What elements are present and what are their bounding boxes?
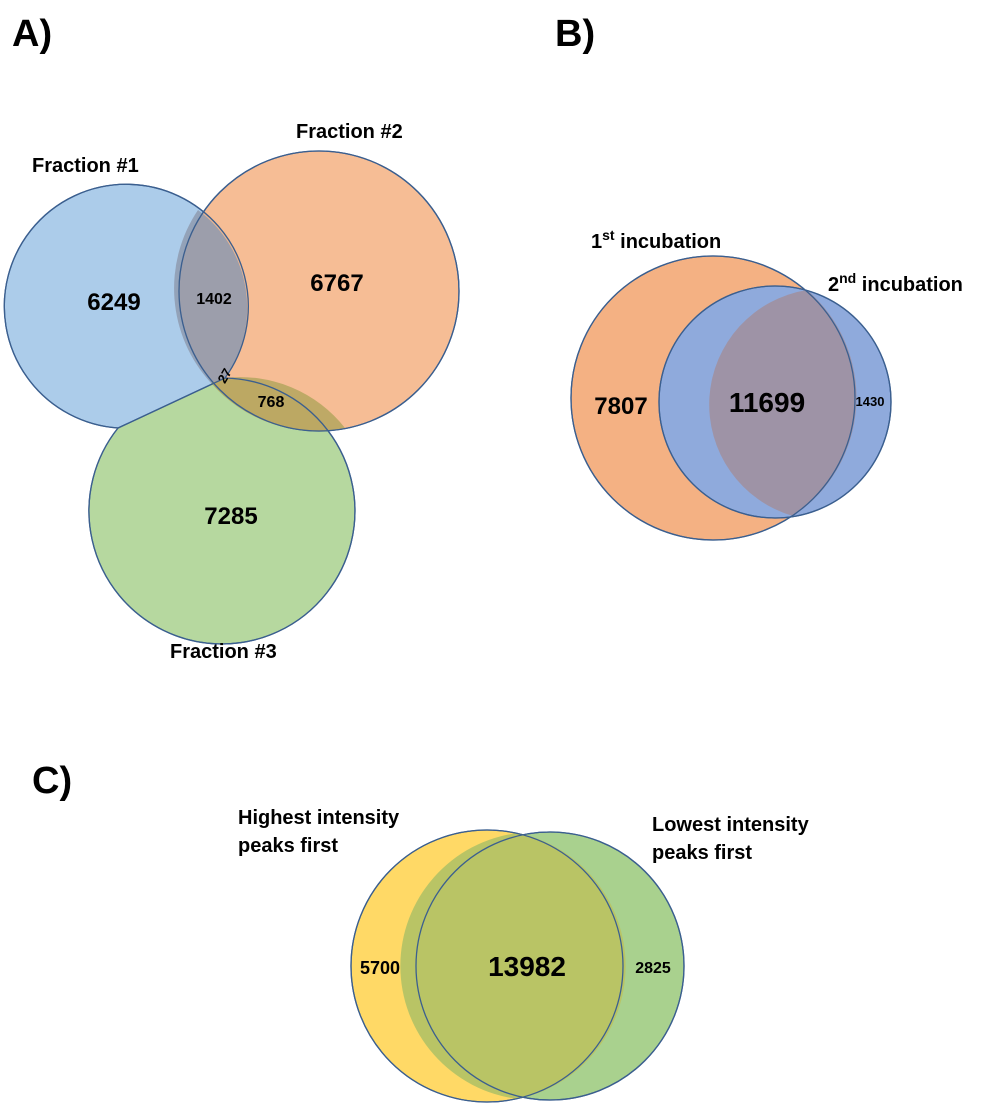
incubation-overlap: [709, 290, 857, 516]
panel-b-venn: [570, 255, 892, 541]
panel-c-venn: [350, 829, 685, 1103]
panel-c-letter: C): [32, 760, 72, 802]
triple-overlap-count: 27: [214, 366, 234, 386]
overlap-f1-f2: [174, 210, 248, 383]
incubation1-only-count: 7807: [594, 393, 647, 420]
highest-only-count: 5700: [360, 958, 400, 978]
fraction3-only-count: 7285: [204, 503, 257, 530]
incubation-overlap-count: 11699: [729, 387, 805, 418]
highest-label-line2: peaks first: [238, 835, 338, 857]
lowest-outline: [415, 831, 685, 1101]
lowest-label-line1: Lowest intensity: [652, 814, 810, 836]
incubation2-label: 2nd incubation: [828, 270, 963, 296]
f1-f2-overlap-count: 1402: [196, 291, 232, 308]
fraction3-outline: [88, 377, 356, 645]
intensity-overlap-count: 13982: [488, 951, 566, 982]
f2-f3-overlap-count: 768: [258, 394, 285, 411]
panel-a-venn: [3, 150, 460, 645]
incubation2-only-count: 1430: [856, 394, 885, 409]
incubation2-outline: [658, 285, 892, 519]
incubation1-label: 1st incubation: [591, 227, 721, 253]
lowest-label-line2: peaks first: [652, 842, 752, 864]
lowest-only-count: 2825: [635, 960, 671, 977]
fraction2-label: Fraction #2: [296, 121, 403, 143]
intensity-overlap: [400, 833, 626, 1099]
fraction2-outline: [178, 150, 460, 432]
highest-outline: [350, 829, 624, 1103]
panel-a-letter: A): [12, 13, 52, 55]
incubation1-outline: [570, 255, 856, 541]
fraction1-outline: [3, 183, 249, 429]
panel-b-letter: B): [555, 13, 595, 55]
fraction1-only-count: 6249: [87, 289, 140, 316]
fraction1-label: Fraction #1: [32, 155, 139, 177]
fraction3-label: Fraction #3: [170, 641, 277, 663]
overlap-f2-f3: [211, 377, 345, 431]
highest-label-line1: Highest intensity: [238, 807, 400, 829]
fraction2-only-count: 6767: [310, 270, 363, 297]
